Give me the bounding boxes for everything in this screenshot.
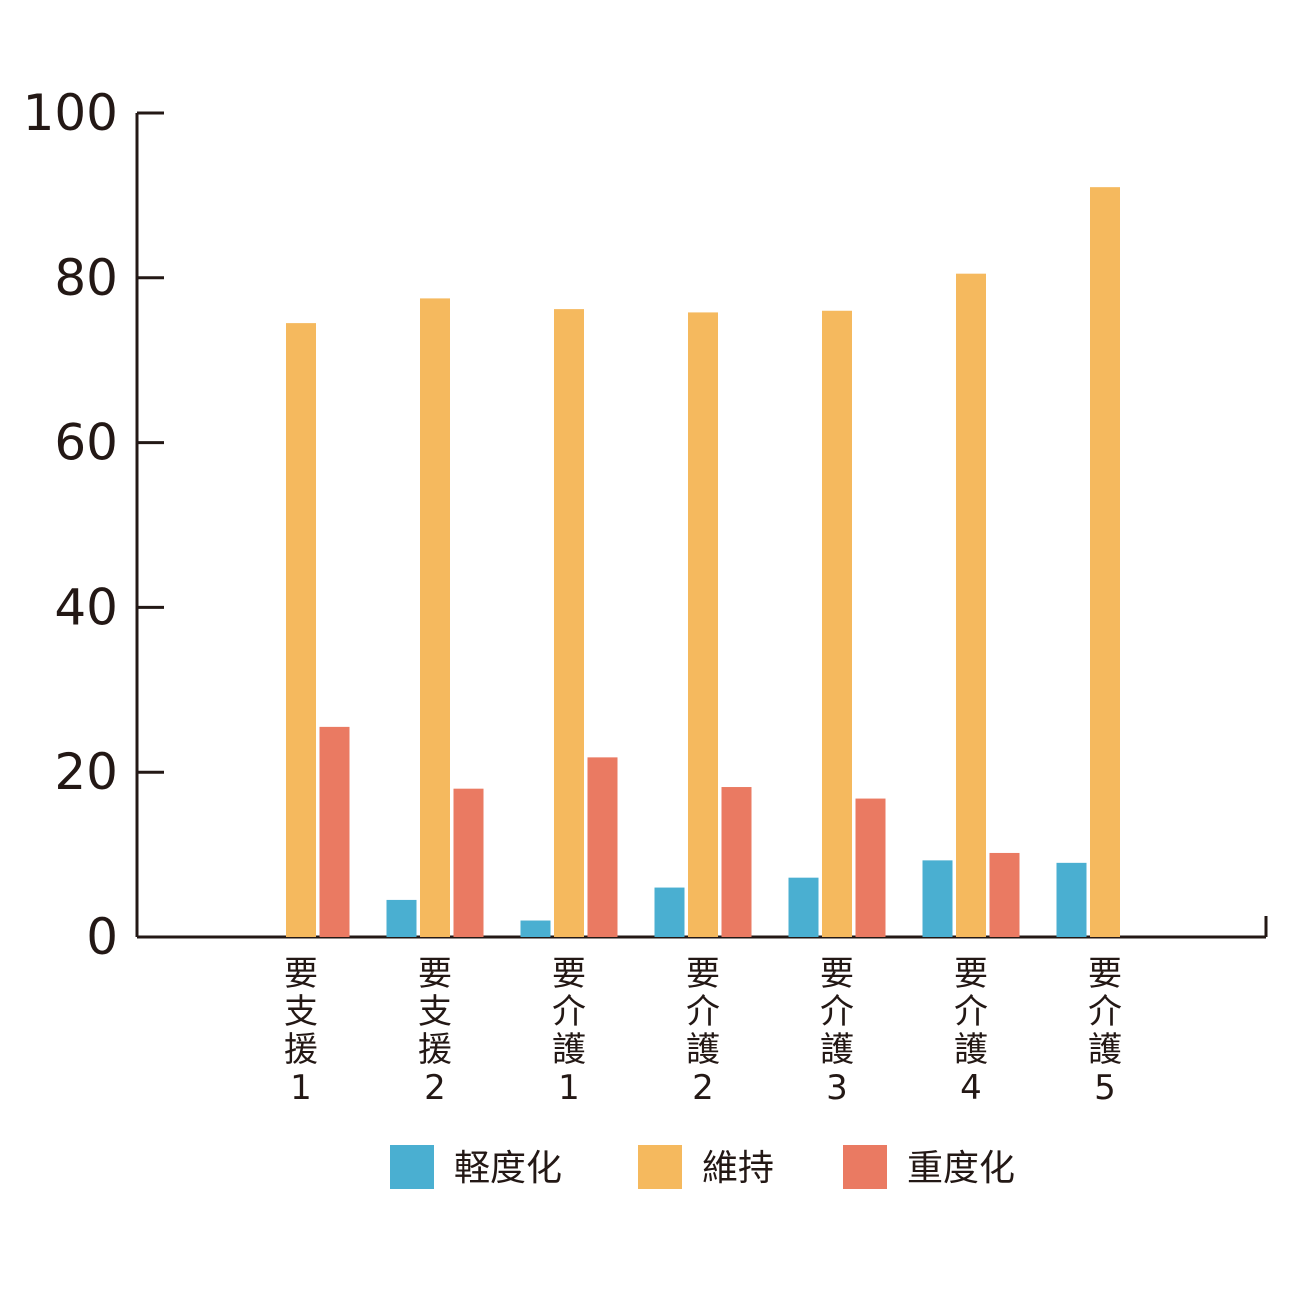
x-category-labels: 要支援 1 要支援 2 要介護 1 要介護 2 要介護 3 要介護 4 要介護 5 (284, 954, 1122, 1108)
y-tick-label: 60 (54, 414, 118, 472)
x-category-label: 要介護 1 (552, 954, 586, 1108)
bar-重度化-要介護4 (989, 852, 1020, 937)
bar-重度化-要支援2 (453, 788, 484, 937)
bar-重度化-要介護1 (587, 757, 618, 937)
y-tick-label: 20 (54, 743, 118, 801)
bar-重度化-要支援1 (319, 726, 350, 937)
bar-軽度化-要支援2 (386, 899, 417, 937)
bars (286, 187, 1120, 938)
bar-維持-要支援1 (286, 323, 316, 937)
bar-維持-要介護5 (1090, 187, 1120, 937)
y-tick-label: 100 (23, 84, 118, 142)
bar-軽度化-要介護5 (1056, 862, 1087, 937)
x-category-label: 要支援 2 (418, 954, 452, 1108)
bar-維持-要介護1 (554, 309, 584, 937)
x-category-label: 要介護 3 (820, 954, 854, 1108)
y-tick-label: 80 (54, 249, 118, 307)
legend-label: 維持 (702, 1148, 774, 1189)
y-tick-label: 40 (54, 578, 118, 636)
legend-label: 重度化 (907, 1148, 1015, 1189)
x-category-label: 要支援 1 (284, 954, 318, 1108)
bar-維持-要介護2 (688, 312, 718, 938)
legend-swatch-軽度化 (390, 1145, 434, 1189)
bar-重度化-要介護3 (855, 798, 886, 937)
bar-軽度化-要介護1 (520, 920, 551, 937)
legend: 軽度化 維持 重度化 (390, 1145, 1015, 1189)
bar-重度化-要介護2 (721, 787, 752, 937)
x-category-label: 要介護 4 (954, 954, 988, 1108)
bar-維持-要支援2 (420, 298, 450, 937)
x-category-label: 要介護 5 (1088, 954, 1122, 1108)
bar-軽度化-要介護3 (788, 877, 819, 937)
y-ticks: 0 20 40 60 80 100 (23, 84, 164, 966)
bar-維持-要介護4 (956, 273, 986, 937)
legend-label: 軽度化 (454, 1148, 562, 1189)
y-tick-label: 0 (86, 908, 118, 966)
legend-swatch-維持 (638, 1145, 682, 1189)
bar-維持-要介護3 (822, 310, 852, 937)
legend-swatch-重度化 (843, 1145, 887, 1189)
bar-軽度化-要介護2 (654, 887, 685, 937)
bar-軽度化-要介護4 (922, 860, 953, 937)
x-category-label: 要介護 2 (686, 954, 720, 1108)
